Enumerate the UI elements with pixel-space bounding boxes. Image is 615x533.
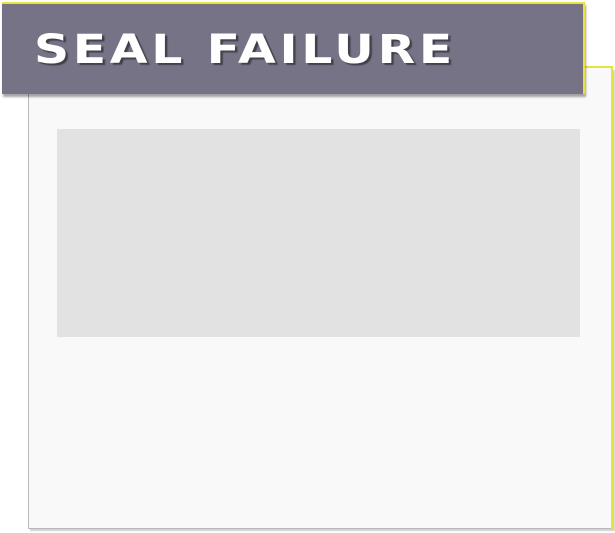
content-panel bbox=[28, 68, 613, 529]
image-placeholder bbox=[57, 129, 580, 337]
dialog-title: SEAL FAILURE bbox=[34, 27, 456, 73]
title-bar: SEAL FAILURE bbox=[2, 2, 585, 94]
